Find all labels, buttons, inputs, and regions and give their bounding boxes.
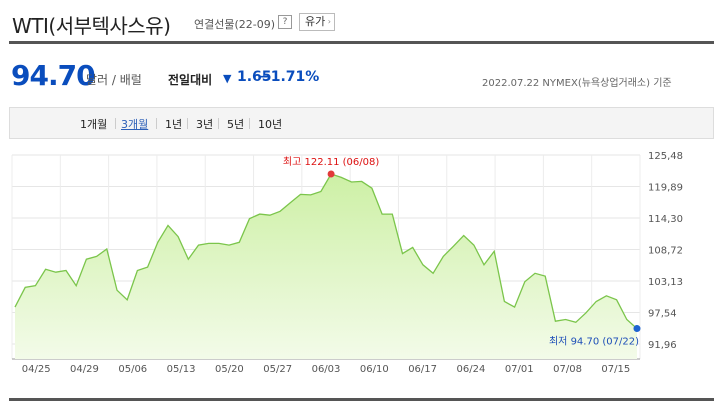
x-tick-label: 04/29 <box>70 364 99 375</box>
x-tick-label: 07/15 <box>601 364 630 375</box>
tab-10-years[interactable]: 10년 <box>258 118 283 131</box>
y-tick-label: 97,54 <box>648 309 677 320</box>
price-line <box>14 173 638 330</box>
x-tick-label: 07/01 <box>505 364 534 375</box>
x-tick-label: 05/20 <box>215 364 244 375</box>
price-summary: 94.70 달러 / 배럴 전일대비 ▼ 1.65 −1.71% 2022.07… <box>0 56 714 96</box>
x-tick-label: 05/13 <box>167 364 196 375</box>
chevron-right-icon: › <box>327 17 331 26</box>
x-tick-label: 06/10 <box>360 364 389 375</box>
y-tick-label: 114,30 <box>648 214 683 225</box>
change-label: 전일대비 <box>168 73 213 87</box>
y-tick-label: 103,13 <box>648 277 683 288</box>
current-price: 94.70 <box>11 59 96 92</box>
price-area <box>15 174 637 359</box>
x-tick-label: 04/25 <box>22 364 51 375</box>
chart-markers: 최고 122.11 (06/08) 최저 94.70 (07/22) <box>283 156 641 348</box>
y-tick-label: 108,72 <box>648 246 683 257</box>
y-tick-label: 119,89 <box>648 183 683 194</box>
tab-3-months[interactable]: 3개월 <box>121 118 149 131</box>
max-point-marker <box>327 170 335 178</box>
min-price-label: 최저 94.70 (07/22) <box>549 336 639 348</box>
x-tick-label: 06/24 <box>457 364 486 375</box>
quote-header: WTI(서부텍사스유) 연결선물(22-09) ? 유가 › <box>0 0 714 44</box>
header-divider <box>9 41 714 44</box>
tab-divider <box>156 118 157 129</box>
x-axis-labels: 04/25 04/29 05/06 05/13 05/20 05/27 06/03 06/10… <box>22 364 631 375</box>
change-value: 1.65 <box>237 69 272 85</box>
commodity-title: WTI(서부텍사스유) <box>12 14 171 38</box>
tab-3-years[interactable]: 3년 <box>196 118 214 131</box>
y-tick-label: 125,48 <box>648 151 683 162</box>
x-tick-label: 05/27 <box>263 364 292 375</box>
price-area-chart: 최고 122.11 (06/08) 최저 94.70 (07/22) 125,48… <box>11 151 683 375</box>
x-tick-label: 06/03 <box>312 364 341 375</box>
y-tick-label: 91,96 <box>648 340 677 351</box>
min-point-marker <box>633 325 641 333</box>
x-tick-label: 06/17 <box>408 364 437 375</box>
tab-divider <box>187 118 188 129</box>
commodity-type-button[interactable]: 유가 › <box>299 13 335 31</box>
down-arrow-icon: ▼ <box>223 72 232 85</box>
max-price-label: 최고 122.11 (06/08) <box>283 156 379 168</box>
contract-subtitle: 연결선물(22-09) <box>194 18 276 31</box>
tab-divider <box>218 118 219 129</box>
reference-note: 2022.07.22 NYMEX(뉴욕상업거래소) 기준 <box>482 78 672 89</box>
commodity-type-label: 유가 <box>305 15 326 28</box>
x-tick-label: 05/06 <box>118 364 147 375</box>
tab-divider <box>115 118 116 129</box>
bottom-divider <box>9 398 714 401</box>
price-unit: 달러 / 배럴 <box>86 73 142 87</box>
period-tabs: 1개월 3개월 1년 3년 5년 10년 <box>9 107 714 139</box>
tab-divider <box>249 118 250 129</box>
tab-5-years[interactable]: 5년 <box>227 118 245 131</box>
tab-1-month[interactable]: 1개월 <box>80 118 108 131</box>
x-tick-label: 07/08 <box>553 364 582 375</box>
y-axis-labels: 125,48 119,89 114,30 108,72 103,13 97,54 91,96 <box>648 151 683 351</box>
change-percent: −1.71% <box>259 69 320 85</box>
tab-1-year[interactable]: 1년 <box>165 118 183 131</box>
help-button[interactable]: ? <box>278 15 292 29</box>
